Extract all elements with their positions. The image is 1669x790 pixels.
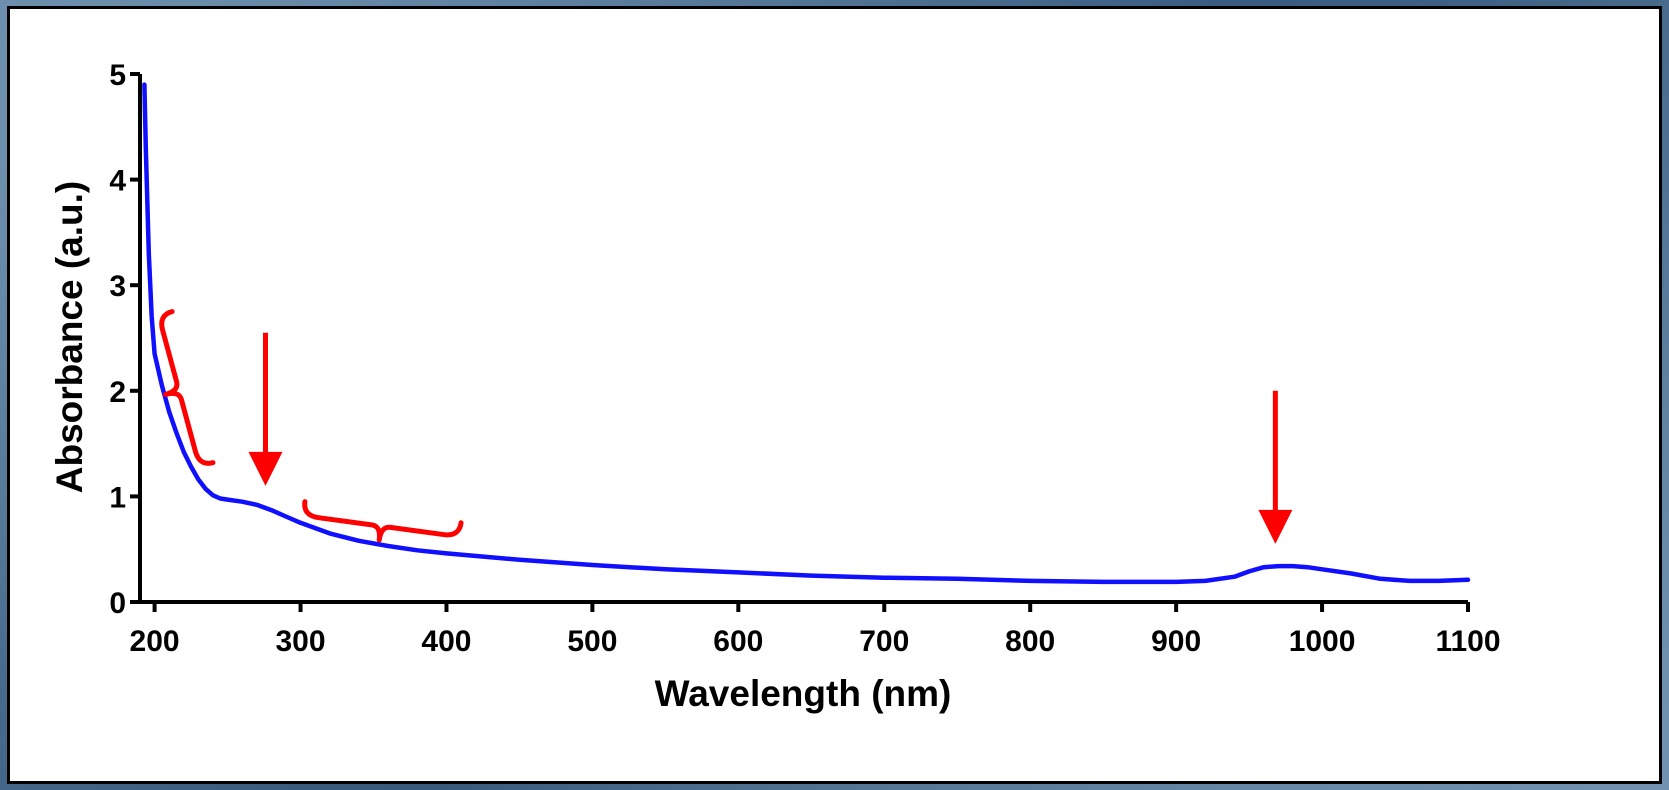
x-tick-label: 1000 [1289,625,1356,658]
y-axis-label: Absorbance (a.u.) [49,181,90,494]
x-axis-label: Wavelength (nm) [655,673,952,714]
annotation-arrow-head [1258,509,1293,544]
annotations [159,309,1293,544]
annotation-brace [302,499,464,543]
y-tick-label: 0 [109,587,126,620]
y-tick-label: 1 [109,481,126,514]
ticks: 200 300 400 500 600 700 800 900 1000 1100 0 1 2 3 4 5 [109,59,1500,658]
x-tick-label: 700 [859,625,909,658]
x-tick-label: 200 [130,625,180,658]
x-tick-label: 500 [567,625,617,658]
y-tick-label: 5 [109,59,126,92]
x-tick-label: 600 [713,625,763,658]
x-tick-label: 900 [1151,625,1201,658]
annotation-arrow-head [248,451,283,486]
x-tick-label: 1100 [1435,625,1500,658]
chart-frame [7,6,1662,784]
y-tick-label: 2 [109,376,126,409]
y-tick-label: 4 [109,165,126,198]
x-tick-label: 300 [275,625,325,658]
absorbance-series-line [142,82,1471,585]
y-tick-label: 3 [109,270,126,303]
axes [138,74,1468,604]
x-tick-label: 400 [421,625,471,658]
x-tick-label: 800 [1005,625,1055,658]
annotation-brace [159,309,216,466]
